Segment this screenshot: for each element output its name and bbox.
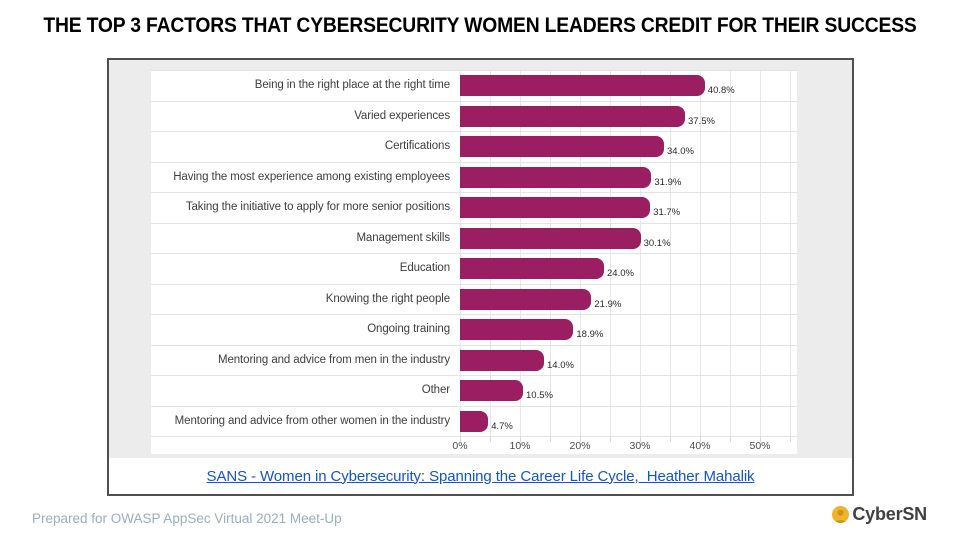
- category-label: Being in the right place at the right ti…: [254, 79, 450, 92]
- bar: [460, 75, 705, 97]
- value-label: 24.0%: [607, 268, 634, 280]
- bar-track: 31.7%: [460, 193, 797, 223]
- chart-row: Being in the right place at the right ti…: [151, 71, 797, 102]
- chart-panel: Being in the right place at the right ti…: [107, 58, 854, 496]
- bar-track: 18.9%: [460, 315, 797, 345]
- source-link[interactable]: SANS - Women in Cybersecurity: Spanning …: [206, 467, 755, 485]
- bar-track: 40.8%: [460, 71, 797, 101]
- bar: [460, 410, 489, 432]
- page-title: THE TOP 3 FACTORS THAT CYBERSECURITY WOM…: [43, 14, 917, 37]
- bar: [460, 105, 685, 127]
- bar-track: 14.0%: [460, 346, 797, 376]
- chart-row: Varied experiences 37.5%: [151, 102, 797, 132]
- logo-text: CyberSN: [852, 504, 927, 524]
- footer-note: Prepared for OWASP AppSec Virtual 2021 M…: [32, 511, 342, 526]
- cybersn-logo: CyberSN: [832, 504, 927, 525]
- bar: [460, 136, 664, 158]
- chart-row: Other 10.5%: [151, 376, 797, 407]
- category-label: Varied experiences: [354, 109, 450, 122]
- bar-track: 4.7%: [460, 407, 797, 437]
- value-label: 34.0%: [667, 146, 694, 158]
- axis-tick-label: 40%: [689, 440, 711, 452]
- x-axis: 0% 10% 20% 30% 40% 50%: [452, 437, 797, 454]
- category-label: Education: [399, 262, 450, 275]
- bar: [460, 349, 544, 371]
- value-label: 40.8%: [707, 85, 735, 97]
- category-label: Certifications: [384, 140, 450, 153]
- bar-track: 30.1%: [460, 224, 797, 254]
- axis-tick-label: 30%: [629, 440, 651, 452]
- plot-area: Being in the right place at the right ti…: [151, 70, 797, 454]
- bar-track: 10.5%: [460, 376, 797, 406]
- category-label: Taking the initiative to apply for more …: [185, 201, 450, 214]
- chart-row: Taking the initiative to apply for more …: [151, 193, 797, 224]
- bar: [460, 166, 652, 188]
- axis-tick-label: 20%: [569, 440, 591, 452]
- bar: [460, 380, 523, 402]
- category-label: Other: [421, 384, 450, 397]
- bar-track: 24.0%: [460, 254, 797, 284]
- bar: [460, 227, 641, 249]
- bar-track: 34.0%: [460, 132, 797, 162]
- category-label: Ongoing training: [367, 323, 450, 336]
- chart-row: Ongoing training 18.9%: [151, 315, 797, 346]
- chart-row: Education 24.0%: [151, 254, 797, 285]
- value-label: 4.7%: [491, 420, 513, 432]
- axis-tick-label: 10%: [509, 440, 531, 452]
- chart-row: Management skills 30.1%: [151, 224, 797, 254]
- chart-row: Knowing the right people 21.9%: [151, 285, 797, 315]
- chart-image: Being in the right place at the right ti…: [109, 60, 852, 458]
- chart-row: Mentoring and advice from men in the ind…: [151, 346, 797, 376]
- person-avatar-icon: [832, 506, 850, 523]
- category-label: Mentoring and advice from other women in…: [174, 414, 450, 427]
- value-label: 37.5%: [688, 115, 715, 127]
- chart-row: Having the most experience among existin…: [151, 163, 797, 193]
- value-label: 10.5%: [526, 390, 553, 402]
- category-label: Management skills: [356, 231, 450, 244]
- bar-track: 21.9%: [460, 285, 797, 315]
- value-label: 31.9%: [654, 176, 682, 188]
- category-label: Having the most experience among existin…: [173, 170, 450, 183]
- bar-track: 37.5%: [460, 102, 797, 132]
- bar: [460, 319, 574, 341]
- bar-track: 31.9%: [460, 163, 797, 193]
- bar: [460, 197, 651, 219]
- bar: [460, 288, 592, 310]
- value-label: 30.1%: [643, 237, 671, 249]
- value-label: 18.9%: [576, 329, 604, 341]
- chart-row: Mentoring and advice from other women in…: [151, 407, 797, 437]
- value-label: 14.0%: [547, 359, 574, 371]
- value-label: 21.9%: [594, 298, 622, 310]
- category-label: Knowing the right people: [325, 292, 450, 305]
- category-label: Mentoring and advice from men in the ind…: [217, 353, 450, 366]
- chart-row: Certifications 34.0%: [151, 132, 797, 163]
- source-strip: SANS - Women in Cybersecurity: Spanning …: [109, 458, 852, 494]
- axis-tick-label: 50%: [749, 440, 771, 452]
- bar-rows: Being in the right place at the right ti…: [151, 70, 797, 437]
- axis-tick-label: 0%: [452, 440, 468, 452]
- value-label: 31.7%: [653, 207, 681, 219]
- bar: [460, 258, 604, 280]
